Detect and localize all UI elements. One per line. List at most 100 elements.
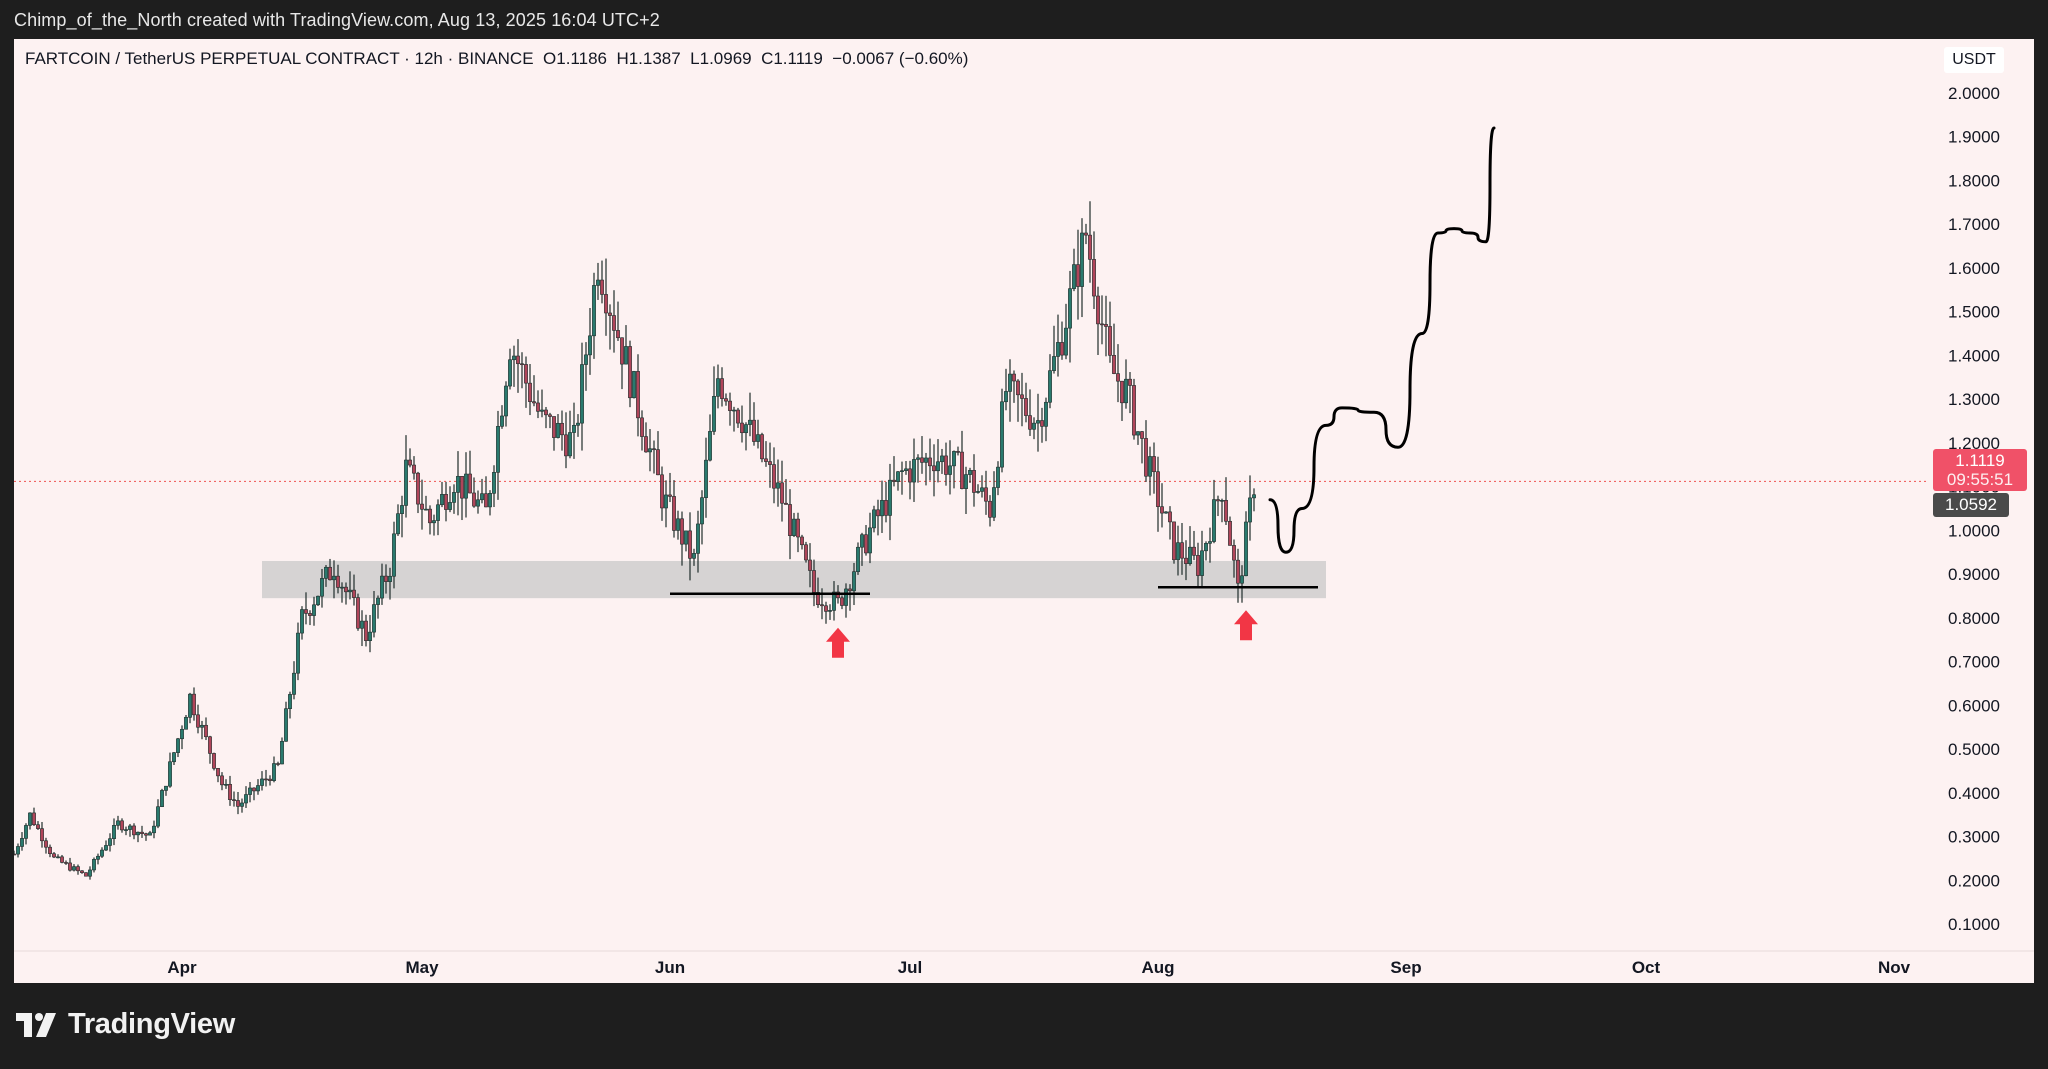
candle-body-59	[248, 787, 252, 795]
tradingview-logo[interactable]: TradingView	[16, 1008, 235, 1041]
candle-body-173	[704, 459, 708, 498]
candle-body-302	[1220, 499, 1224, 502]
candle-body-272	[1100, 323, 1104, 326]
candle-body-164	[668, 494, 672, 497]
y-tick-label-15: 1.6000	[1948, 259, 2000, 278]
candle-body-102	[420, 503, 424, 510]
x-month-label-6: Oct	[1632, 958, 1661, 977]
currency-button[interactable]: USDT	[1944, 47, 2004, 73]
candle-body-194	[788, 504, 792, 536]
candle-body-214	[868, 527, 872, 554]
candle-body-32	[140, 831, 144, 834]
candle-body-19	[88, 869, 92, 877]
candle-body-120	[492, 472, 496, 494]
candle-body-124	[508, 359, 512, 387]
candle-body-263	[1064, 327, 1068, 356]
candle-body-80	[332, 575, 336, 581]
candle-body-141	[576, 422, 580, 426]
candle-body-282	[1140, 431, 1144, 439]
candle-body-249	[1008, 373, 1012, 392]
candle-body-16	[76, 866, 80, 872]
candle-body-223	[904, 468, 908, 471]
candle-body-153	[624, 346, 628, 365]
candle-body-150	[612, 315, 616, 331]
candle-body-270	[1092, 259, 1096, 297]
candle-body-189	[768, 461, 772, 465]
candle-body-255	[1032, 422, 1036, 430]
candle-body-21	[96, 855, 100, 860]
candle-body-104	[428, 508, 432, 524]
candle-body-128	[524, 364, 528, 384]
candle-body-254	[1028, 415, 1032, 430]
candle-body-215	[872, 509, 876, 529]
candle-body-289	[1168, 511, 1172, 523]
candle-body-4	[28, 812, 32, 826]
candle-body-11	[56, 856, 60, 859]
candle-body-58	[244, 794, 248, 804]
candle-body-301	[1216, 499, 1220, 502]
candle-body-156	[636, 371, 640, 419]
candle-body-286	[1156, 471, 1160, 507]
candle-body-262	[1060, 342, 1064, 356]
candle-body-24	[108, 838, 112, 846]
candle-body-305	[1232, 545, 1236, 561]
candle-body-52	[220, 775, 224, 786]
candle-body-23	[104, 845, 108, 851]
candle-body-190	[772, 464, 776, 489]
candle-body-7	[40, 828, 44, 842]
candle-body-298	[1204, 542, 1208, 552]
candle-body-29	[128, 825, 132, 830]
candle-body-195	[792, 518, 796, 536]
candle-body-221	[896, 471, 900, 482]
candle-body-79	[328, 566, 332, 581]
candle-body-197	[800, 536, 804, 546]
candle-body-188	[764, 458, 768, 462]
y-tick-label-6: 0.7000	[1948, 653, 2000, 672]
candle-body-117	[480, 493, 484, 501]
candle-body-261	[1056, 342, 1060, 357]
x-month-label-1: May	[405, 958, 439, 977]
candle-body-175	[712, 396, 716, 432]
prev-close-tag: 1.0592	[1933, 493, 2009, 517]
chart-pane[interactable]: 0.1000 0.2000 0.3000 0.4000 0.5000 0.6000 0.70…	[14, 39, 2034, 983]
tradingview-logo-icon	[16, 1012, 56, 1037]
candle-body-213	[864, 534, 868, 554]
candle-body-157	[640, 417, 644, 437]
candle-body-300	[1212, 499, 1216, 542]
candle-body-148	[604, 294, 608, 314]
candle-body-251	[1016, 380, 1020, 396]
candle-body-115	[472, 492, 476, 507]
candle-body-1	[16, 846, 20, 855]
candle-body-218	[884, 500, 888, 516]
candle-body-291	[1176, 542, 1180, 561]
candle-body-226	[916, 457, 920, 460]
x-month-label-2: Jun	[655, 958, 685, 977]
share-caption: Chimp_of_the_North created with TradingV…	[14, 10, 660, 30]
candle-body-10	[52, 853, 56, 858]
candle-body-98	[404, 459, 408, 506]
candle-body-48	[204, 724, 208, 738]
candle-body-138	[564, 434, 568, 457]
candle-body-176	[716, 378, 720, 397]
price-chart[interactable]: 0.1000 0.2000 0.3000 0.4000 0.5000 0.6000 0.70…	[14, 39, 2034, 983]
candle-body-170	[692, 553, 696, 559]
candle-body-134	[548, 414, 552, 417]
candle-body-9	[48, 846, 52, 855]
candle-body-224	[908, 468, 912, 483]
candle-body-204	[828, 610, 832, 612]
y-tick-label-19: 2.0000	[1948, 84, 2000, 103]
candle-body-256	[1036, 420, 1040, 424]
candle-body-303	[1224, 499, 1228, 522]
change-value: −0.0067 (−0.60%)	[832, 49, 969, 68]
candle-body-76	[316, 595, 320, 606]
candle-body-73	[304, 609, 308, 614]
candle-body-299	[1208, 541, 1212, 544]
candle-body-155	[632, 371, 636, 399]
candle-body-169	[688, 530, 692, 559]
candle-body-203	[824, 605, 828, 612]
candle-body-284	[1148, 456, 1152, 477]
candle-body-227	[920, 457, 924, 463]
up-arrow-0	[826, 627, 850, 658]
candle-body-252	[1020, 394, 1024, 399]
candle-body-241	[976, 491, 980, 493]
